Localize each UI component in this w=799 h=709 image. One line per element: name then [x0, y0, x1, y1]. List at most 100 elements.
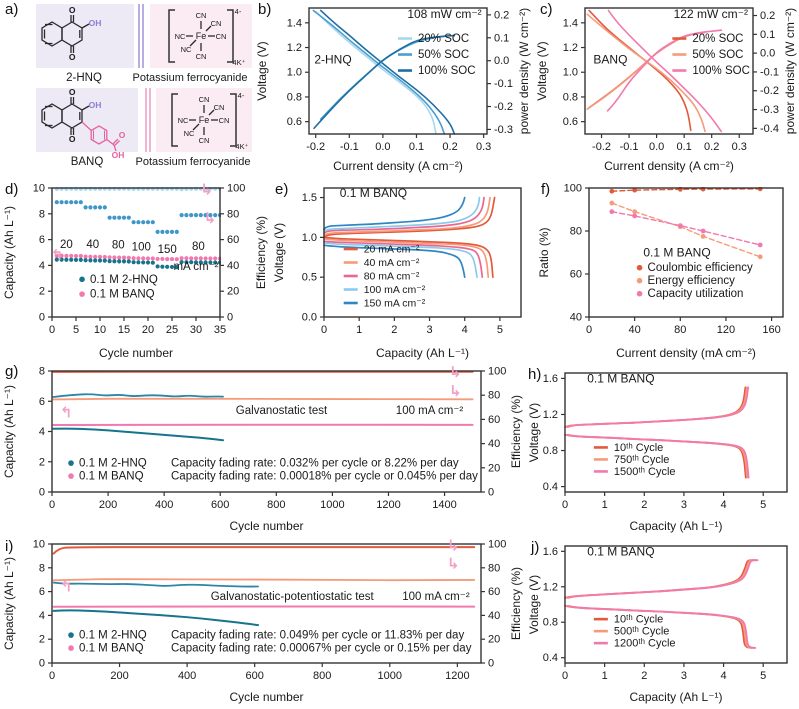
svg-text:CN: CN: [219, 116, 230, 125]
svg-text:0: 0: [488, 658, 494, 670]
svg-text:0: 0: [39, 312, 45, 324]
panel-e-chart: 0 1 2 3 4 5 0.0 0.5 1.0 1.5 Capacity (Ah L⁻¹) Volta…: [272, 186, 522, 360]
panel-b-label: b): [258, 1, 272, 18]
svg-text:Current density (A cm⁻²): Current density (A cm⁻²): [333, 159, 463, 173]
svg-text:Current density (A cm⁻²): Current density (A cm⁻²): [604, 159, 734, 173]
svg-text:↰: ↰: [60, 579, 73, 596]
svg-text:5: 5: [760, 499, 766, 511]
svg-text:NC: NC: [184, 129, 195, 138]
svg-text:100: 100: [488, 539, 506, 551]
svg-text:↳: ↳: [204, 210, 217, 227]
svg-text:CN: CN: [214, 103, 225, 112]
svg-text:35: 35: [214, 324, 226, 336]
svg-text:Fe: Fe: [199, 115, 210, 125]
svg-text:0.0: 0.0: [302, 312, 317, 324]
svg-text:25: 25: [166, 324, 178, 336]
svg-text:Galvanostatic test: Galvanostatic test: [236, 405, 328, 417]
svg-text:Efficiency (%): Efficiency (%): [254, 216, 268, 289]
svg-text:100 mA cm⁻²: 100 mA cm⁻²: [364, 284, 426, 296]
svg-text:10: 10: [94, 324, 106, 336]
svg-text:100% SOC: 100% SOC: [418, 65, 476, 77]
svg-text:↳: ↳: [200, 181, 213, 198]
svg-text:1.5: 1.5: [302, 192, 317, 204]
svg-text:0: 0: [39, 658, 45, 670]
svg-text:0: 0: [227, 312, 233, 324]
svg-text:6: 6: [39, 586, 45, 598]
svg-text:power density (W cm⁻²): power density (W cm⁻²): [517, 8, 531, 134]
svg-text:30: 30: [190, 324, 202, 336]
svg-text:80: 80: [227, 208, 239, 220]
svg-text:0.1 M BANQ: 0.1 M BANQ: [587, 372, 654, 386]
svg-text:5: 5: [73, 324, 79, 336]
svg-text:122 mW cm⁻²: 122 mW cm⁻²: [674, 7, 748, 21]
svg-text:Cycle number: Cycle number: [229, 519, 303, 533]
svg-text:150: 150: [158, 244, 177, 256]
svg-text:0: 0: [586, 324, 592, 336]
svg-text:0.1: 0.1: [409, 141, 424, 153]
panel-h-label: h): [528, 366, 542, 383]
svg-text:40 mA cm⁻²: 40 mA cm⁻²: [364, 257, 420, 269]
svg-text:Fe: Fe: [196, 31, 207, 41]
svg-text:0.1 M 2-HNQ: 0.1 M 2-HNQ: [79, 458, 147, 470]
svg-text:1400: 1400: [432, 499, 456, 511]
svg-text:0: 0: [562, 670, 568, 682]
svg-text:Voltage (V): Voltage (V): [527, 403, 541, 462]
panel-j-chart: 0 1 2 3 4 5 0.4 0.8 1.2 1.6 Capacity (Ah L⁻¹) Volta…: [527, 544, 788, 704]
svg-text:10ᵗʰ Cycle: 10ᵗʰ Cycle: [614, 442, 663, 454]
svg-text:0.1 M BANQ: 0.1 M BANQ: [643, 245, 710, 259]
svg-text:600: 600: [211, 499, 229, 511]
svg-text:1500ᵗʰ Cycle: 1500ᵗʰ Cycle: [614, 466, 676, 478]
svg-text:Capacity fading rate: 0.00067%: Capacity fading rate: 0.00067% per cycle…: [171, 643, 472, 655]
svg-text:0.1 M BANQ: 0.1 M BANQ: [79, 643, 144, 655]
svg-text:4: 4: [721, 499, 727, 511]
svg-text:80: 80: [488, 390, 500, 402]
svg-text:50% SOC: 50% SOC: [692, 49, 743, 61]
svg-text:4-: 4-: [238, 91, 245, 100]
svg-text:1.2: 1.2: [543, 581, 558, 593]
svg-text:0: 0: [49, 324, 55, 336]
panel-g-label: g): [5, 363, 19, 380]
svg-text:↳: ↳: [449, 383, 462, 400]
svg-text:-0.1: -0.1: [340, 141, 359, 153]
svg-text:0: 0: [49, 499, 55, 511]
svg-text:1.0: 1.0: [563, 67, 578, 79]
panel-h-chart: 0 1 2 3 4 5 0.4 0.8 1.2 1.6 Capacity (Ah L⁻¹) Volta…: [527, 372, 788, 533]
svg-text:0.2: 0.2: [442, 141, 457, 153]
svg-text:0.8: 0.8: [287, 91, 302, 103]
svg-text:NC: NC: [181, 45, 192, 54]
svg-text:1200ᵗʰ Cycle: 1200ᵗʰ Cycle: [614, 638, 676, 650]
svg-text:NC: NC: [178, 116, 189, 125]
svg-text:100: 100: [227, 183, 245, 195]
svg-text:5: 5: [497, 324, 503, 336]
svg-text:Galvanostatic-potentiostatic t: Galvanostatic-potentiostatic test: [211, 591, 375, 603]
svg-text:80: 80: [192, 241, 205, 253]
svg-text:40: 40: [488, 610, 500, 622]
svg-text:100: 100: [488, 366, 506, 378]
svg-text:3: 3: [681, 499, 687, 511]
svg-text:0.1: 0.1: [760, 29, 775, 41]
svg-text:OH: OH: [112, 150, 125, 160]
svg-text:-0.2: -0.2: [494, 101, 513, 113]
svg-text:2-HNQ: 2-HNQ: [66, 72, 102, 84]
panel-g-chart: 0 200 400 600 800 1000 1200 1400024680204060801…: [2, 364, 523, 533]
svg-text:80 mA cm⁻²: 80 mA cm⁻²: [364, 271, 420, 283]
svg-text:100 mA cm⁻²: 100 mA cm⁻²: [396, 405, 464, 417]
svg-text:1.0: 1.0: [287, 67, 302, 79]
svg-text:↳: ↳: [447, 538, 460, 555]
svg-text:Capacity (Ah L⁻¹): Capacity (Ah L⁻¹): [2, 385, 16, 478]
svg-text:80: 80: [570, 226, 582, 238]
svg-text:1000: 1000: [378, 670, 402, 682]
svg-text:5: 5: [760, 670, 766, 682]
svg-text:Capacity utilization: Capacity utilization: [648, 288, 744, 300]
svg-text:120: 120: [717, 324, 735, 336]
panel-i-chart: 0 200 400 600 800 1000 12000246810020406080100…: [2, 538, 523, 704]
svg-text:0.2: 0.2: [760, 10, 775, 22]
svg-text:0.8: 0.8: [543, 445, 558, 457]
svg-text:4-: 4-: [235, 7, 242, 16]
svg-text:OH: OH: [89, 100, 102, 110]
svg-text:8: 8: [39, 366, 45, 378]
svg-text:0.5: 0.5: [302, 272, 317, 284]
svg-text:0.0: 0.0: [760, 48, 775, 60]
svg-text:10: 10: [33, 539, 45, 551]
